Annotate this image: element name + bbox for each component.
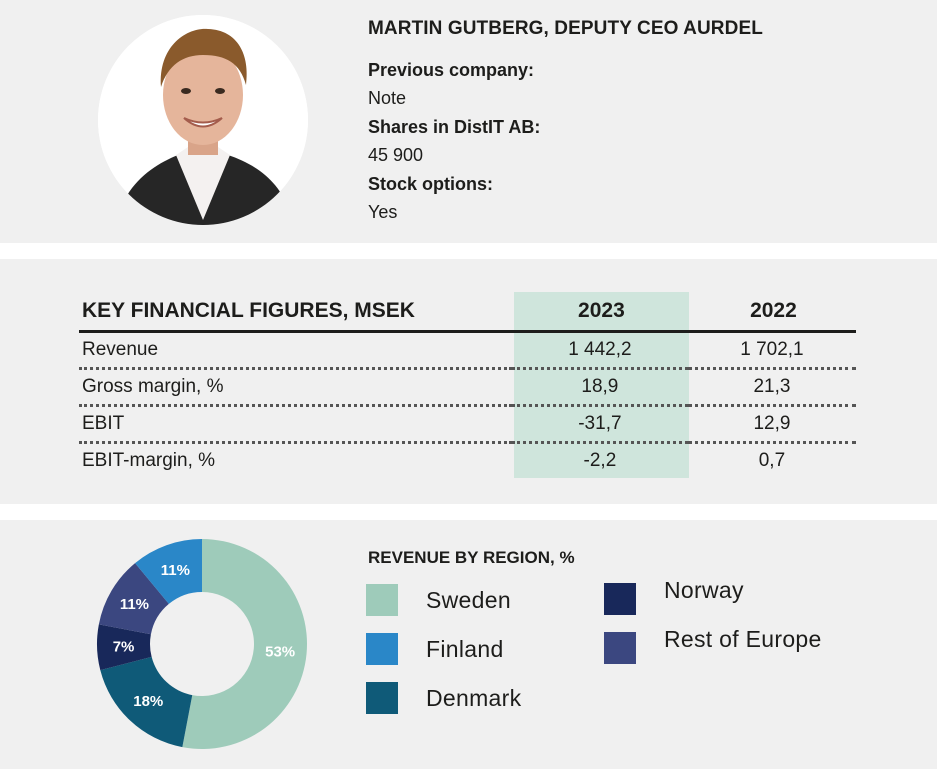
stock-options-value: Yes xyxy=(368,202,398,222)
revenue-donut-chart: 53% 18% 7% 11% 11% xyxy=(96,539,307,749)
cell-2022: 12,9 xyxy=(687,405,856,444)
cell-2023: -31,7 xyxy=(511,405,688,444)
legend-item-sweden: Sweden xyxy=(366,584,511,616)
profile-panel: MARTIN GUTBERG, DEPUTY CEO AURDEL Previo… xyxy=(0,0,937,243)
avatar xyxy=(98,15,308,225)
cell-2023: 1 442,2 xyxy=(511,331,688,370)
table-row: EBIT -31,7 12,9 xyxy=(79,405,856,444)
cell-2023: -2,2 xyxy=(583,450,617,471)
slice-sweden xyxy=(182,539,307,749)
row-label: Revenue xyxy=(79,331,512,370)
cell-2022: 21,3 xyxy=(687,368,856,407)
slice-rest-of-europe xyxy=(98,563,169,635)
stock-options-label: Stock options: xyxy=(368,174,493,194)
person-name: MARTIN GUTBERG, DEPUTY CEO AURDEL xyxy=(368,18,763,39)
legend-label: Sweden xyxy=(426,586,511,613)
column-header-2023: 2023 xyxy=(511,292,688,333)
legend-label: Norway xyxy=(664,576,744,603)
previous-company-label: Previous company: xyxy=(368,60,535,80)
slice-label-denmark: 18% xyxy=(133,693,163,710)
legend-swatch xyxy=(366,633,398,665)
previous-company-value: Note xyxy=(368,88,407,108)
shares-label: Shares in DistIT AB: xyxy=(368,117,541,137)
cell-2022: 0,7 xyxy=(758,450,786,471)
slice-label-norway: 7% xyxy=(113,638,135,655)
slice-norway xyxy=(96,624,152,671)
cell-2023: 18,9 xyxy=(511,368,688,407)
profile-details: MARTIN GUTBERG, DEPUTY CEO AURDEL Previo… xyxy=(368,18,763,227)
slice-label-rest-of-europe: 11% xyxy=(120,596,149,613)
slice-denmark xyxy=(100,656,193,748)
portrait-photo xyxy=(98,15,308,225)
column-header-2022: 2022 xyxy=(687,292,856,333)
cell-2022: 1 702,1 xyxy=(687,331,856,370)
slice-label-finland: 11% xyxy=(161,562,190,579)
row-label: Gross margin, % xyxy=(79,368,512,407)
legend-swatch xyxy=(604,583,636,615)
row-label: EBIT xyxy=(79,405,512,444)
row-label: EBIT-margin, % xyxy=(82,450,216,471)
legend-label: Rest of Europe xyxy=(664,625,822,652)
chart-title: REVENUE BY REGION, % xyxy=(368,548,575,567)
table-row: EBIT-margin, % -2,2 0,7 xyxy=(79,443,856,479)
legend-swatch xyxy=(604,632,636,664)
slice-label-sweden: 53% xyxy=(265,643,295,660)
legend-item-finland: Finland xyxy=(366,633,504,665)
legend-label: Finland xyxy=(426,635,504,662)
legend-item-denmark: Denmark xyxy=(366,682,521,714)
table-title: KEY FINANCIAL FIGURES, MSEK xyxy=(79,292,512,333)
table-row: Gross margin, % 18,9 21,3 xyxy=(79,368,856,407)
legend-item-norway: Norway xyxy=(604,575,744,615)
shares-value: 45 900 xyxy=(368,145,424,165)
legend-swatch xyxy=(366,584,398,616)
legend-swatch xyxy=(366,682,398,714)
table-row: Revenue 1 442,2 1 702,1 xyxy=(79,331,856,370)
table-header-row: KEY FINANCIAL FIGURES, MSEK 2023 2022 xyxy=(79,292,856,333)
legend-label: Denmark xyxy=(426,684,522,711)
legend-item-rest-of-europe: Rest of Europe xyxy=(604,624,822,664)
slice-finland xyxy=(135,539,202,604)
key-figures-table: KEY FINANCIAL FIGURES, MSEK 2023 2022 Re… xyxy=(79,292,856,478)
